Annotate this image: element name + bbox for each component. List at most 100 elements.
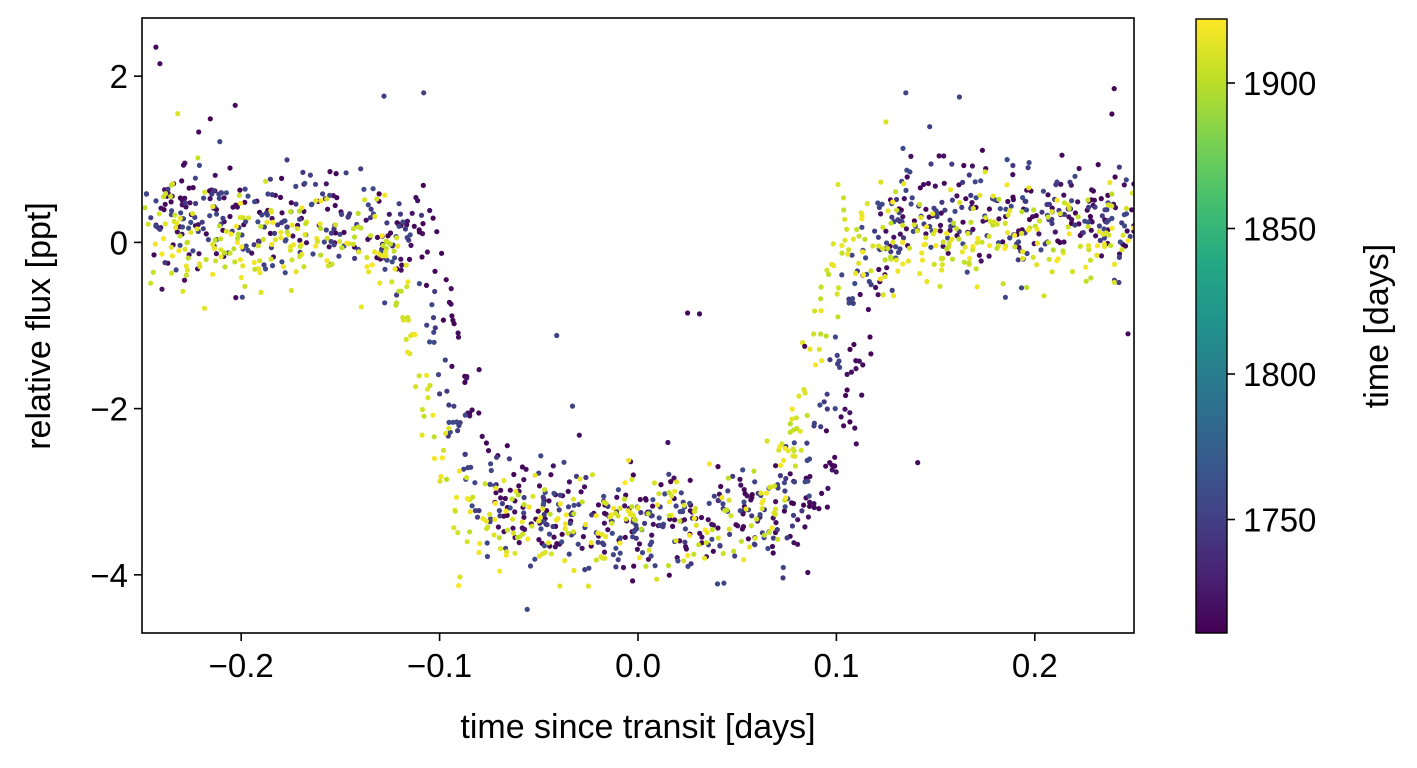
data-point — [268, 256, 274, 262]
data-point — [318, 198, 324, 204]
data-point — [337, 231, 343, 237]
data-point — [914, 228, 920, 234]
data-point — [427, 207, 433, 214]
data-point — [203, 256, 209, 263]
data-point — [893, 196, 900, 203]
data-point — [157, 226, 163, 232]
data-point — [148, 215, 154, 221]
data-point — [965, 230, 971, 237]
data-point — [949, 256, 956, 262]
data-point — [323, 227, 329, 233]
data-point — [715, 535, 721, 541]
data-point — [767, 484, 773, 490]
data-point — [565, 488, 571, 494]
data-point — [880, 292, 886, 298]
data-point — [846, 247, 852, 253]
data-point — [866, 278, 872, 285]
data-point — [172, 212, 178, 218]
y-tick-label: 0 — [110, 224, 128, 261]
data-point — [954, 193, 960, 199]
data-point — [593, 513, 599, 519]
data-point — [630, 534, 636, 540]
data-point — [960, 179, 966, 185]
data-point — [601, 520, 608, 526]
data-point — [566, 479, 573, 485]
data-point — [394, 292, 400, 298]
data-point — [798, 447, 804, 453]
data-point — [1103, 230, 1109, 236]
data-point — [837, 364, 843, 370]
data-point — [1045, 239, 1051, 246]
data-point — [550, 523, 556, 530]
data-point — [595, 539, 601, 545]
data-point — [757, 511, 763, 518]
data-point — [709, 536, 715, 542]
data-point — [745, 536, 752, 542]
data-point — [1036, 218, 1042, 224]
data-point — [807, 473, 813, 480]
data-point — [1099, 213, 1105, 219]
data-point — [1020, 249, 1026, 255]
data-point — [227, 250, 233, 256]
data-point — [183, 263, 189, 269]
data-point — [405, 279, 411, 285]
data-point — [297, 237, 303, 243]
data-point — [196, 162, 202, 168]
data-point — [677, 538, 683, 544]
data-point — [264, 219, 270, 225]
data-point — [947, 217, 953, 223]
data-point — [300, 169, 306, 175]
data-point — [681, 502, 687, 508]
data-point — [416, 281, 422, 287]
data-point — [919, 250, 925, 256]
data-point — [374, 196, 380, 202]
data-point — [1003, 206, 1009, 212]
data-point — [802, 343, 808, 349]
data-point — [321, 239, 327, 245]
data-point — [900, 214, 906, 220]
data-point — [324, 258, 330, 264]
data-point — [476, 508, 482, 514]
data-point — [557, 492, 563, 498]
data-point — [1065, 202, 1071, 208]
data-point — [469, 503, 475, 509]
data-point — [1085, 243, 1092, 249]
data-point — [323, 181, 329, 187]
data-point — [484, 553, 490, 560]
data-point — [178, 210, 184, 216]
data-point — [207, 196, 213, 202]
data-point — [720, 501, 726, 507]
data-point — [168, 199, 174, 205]
data-point — [1125, 331, 1131, 337]
data-point — [493, 490, 499, 496]
data-point — [665, 563, 672, 569]
data-point — [749, 513, 755, 519]
data-point — [467, 509, 473, 515]
data-point — [446, 419, 452, 425]
data-point — [882, 273, 888, 280]
data-point — [1072, 222, 1078, 228]
data-point — [915, 460, 921, 466]
data-point — [252, 266, 258, 272]
data-point — [970, 247, 976, 253]
data-point — [1060, 248, 1066, 254]
y-tick-label: 2 — [110, 58, 128, 95]
data-point — [733, 522, 739, 528]
data-point — [1000, 239, 1006, 245]
data-point — [223, 228, 229, 234]
data-point — [232, 259, 238, 265]
data-point — [379, 233, 385, 239]
data-point — [1097, 237, 1103, 244]
data-point — [233, 202, 239, 208]
data-point — [168, 244, 174, 250]
data-point — [548, 551, 555, 557]
data-point — [284, 157, 290, 163]
data-point — [192, 175, 198, 181]
data-point — [870, 243, 876, 249]
data-point — [816, 506, 822, 512]
data-point — [878, 179, 884, 185]
data-point — [421, 413, 427, 419]
data-point — [932, 183, 938, 189]
data-point — [570, 529, 576, 535]
